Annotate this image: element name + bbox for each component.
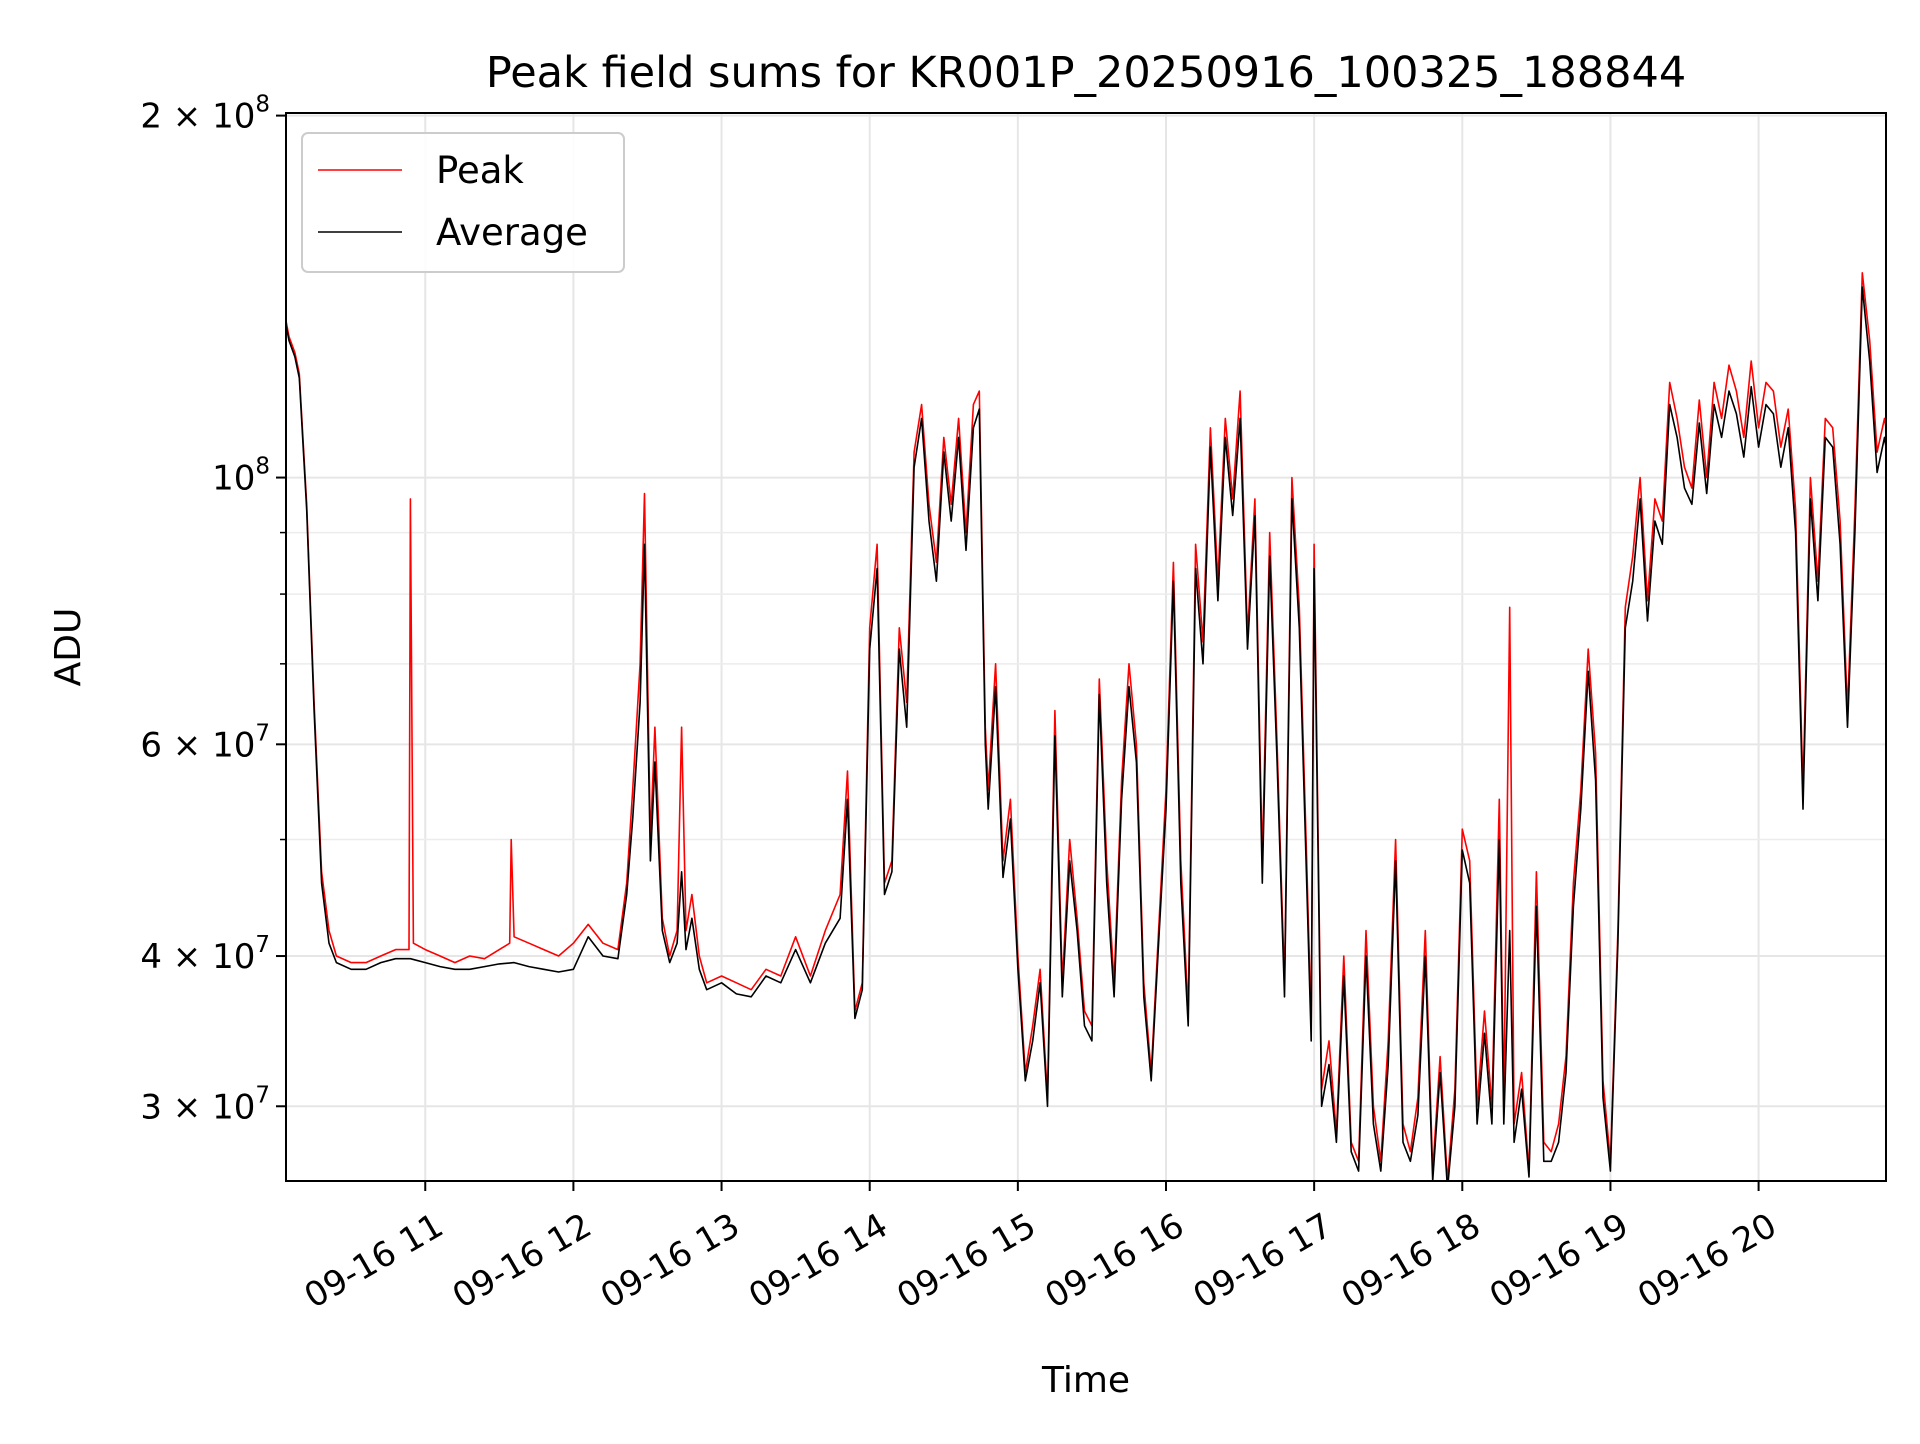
legend-label-average: Average [436, 211, 588, 254]
y-tick-label: 6 × 107 [140, 720, 270, 765]
series-group [286, 271, 1886, 1181]
plot-frame [285, 112, 1887, 1182]
y-axis-label: ADU [48, 608, 89, 687]
y-tick-label: 2 × 108 [140, 92, 270, 137]
y-tick-label: 108 [212, 454, 270, 499]
chart-title: Peak field sums for KR001P_20250916_1003… [486, 48, 1686, 98]
series-line-average [286, 286, 1886, 1181]
x-axis-label: Time [1041, 1360, 1130, 1401]
grid [286, 113, 1886, 1181]
legend-label-peak: Peak [436, 149, 524, 192]
legend-box [301, 132, 625, 273]
y-tick-label: 3 × 107 [140, 1082, 270, 1127]
y-ticks: 2 × 108 108 6 × 107 4 × 107 3 × 107 [140, 92, 286, 1127]
legend: Peak Average [301, 132, 625, 273]
y-tick-label: 4 × 107 [140, 932, 270, 977]
